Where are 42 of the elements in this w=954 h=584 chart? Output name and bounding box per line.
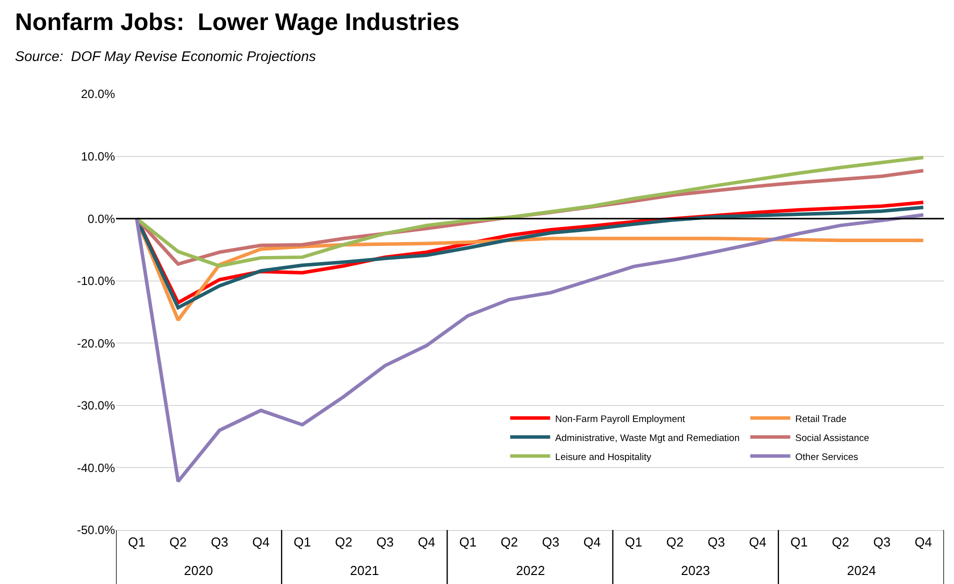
text: 2021 [350,563,379,578]
x-tick-label: Q3 [376,534,394,550]
y-tick-label: 0.0% [88,212,116,226]
x-tick-label: Q2 [666,534,684,550]
x-tick-label: Q1 [294,534,311,550]
legend-label: Social Assistance [795,432,870,444]
y-tick-label: -10.0% [76,274,116,288]
text: 2022 [516,563,545,578]
x-tick-label: Q4 [914,534,932,550]
x-tick-label: Q3 [210,534,228,550]
legend-label: Leisure and Hospitality [555,452,652,463]
legend-label: Non-Farm Payroll Employment [555,414,686,425]
y-tick-label: -30.0% [76,398,116,413]
x-tick-label: Q1 [624,534,642,550]
text: 2024 [847,563,876,578]
x-tick-label: Q1 [790,534,808,550]
x-tick-label: Q3 [542,534,560,550]
x-tick-label: Q2 [169,534,187,550]
legend-label: Administrative, Waste Mgt and Remediation [555,432,740,444]
y-tick-label: -40.0% [76,460,116,475]
y-tick-label: -50.0% [76,523,116,538]
x-tick-label: Q1 [459,534,477,550]
text: 2020 [184,563,213,578]
y-tick-label: 10.0% [80,149,116,164]
x-tick-label: Q4 [583,534,601,550]
x-tick-label: Q4 [418,534,436,550]
x-tick-label: Q2 [500,534,518,550]
y-tick-label: 20.0% [80,87,116,102]
y-tick-label: -20.0% [76,336,116,350]
x-tick-label: Q4 [749,534,766,550]
legend-label: Other Services [795,452,858,463]
line-series [134,213,926,484]
x-tick-label: Q4 [252,534,270,550]
x-tick-label: Q3 [708,534,725,550]
chart-title: Nonfarm Jobs: Lower Wage Industries [15,9,460,36]
x-tick-label: Q2 [335,534,352,550]
legend-label: Retail Trade [795,414,847,425]
x-tick-label: Q3 [873,534,891,550]
text: 2023 [681,563,710,578]
chart-subtitle: Source: DOF May Revise Economic Projections [15,48,316,64]
x-tick-label: Q2 [832,534,850,550]
x-tick-label: Q1 [128,534,146,550]
